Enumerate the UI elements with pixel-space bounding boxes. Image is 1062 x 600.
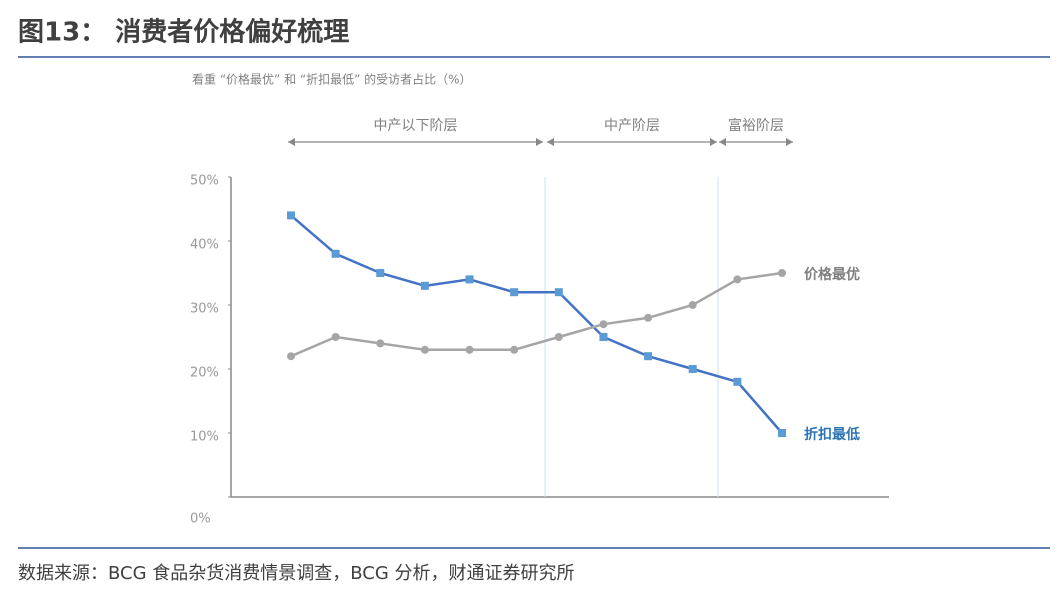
marker xyxy=(465,345,474,354)
marker xyxy=(778,429,786,437)
marker xyxy=(420,281,429,290)
arrow-head xyxy=(710,138,717,146)
marker xyxy=(554,288,563,297)
y-tick-label: 20% xyxy=(190,366,219,381)
marker xyxy=(465,275,474,284)
marker xyxy=(644,352,653,361)
marker xyxy=(778,269,786,277)
marker xyxy=(331,333,340,341)
marker xyxy=(688,301,697,309)
marker xyxy=(599,333,608,341)
marker xyxy=(733,377,742,386)
arrow-head xyxy=(786,138,793,146)
y-tick-label: 0% xyxy=(190,512,211,527)
arrow-head xyxy=(547,138,554,146)
arrow-head xyxy=(719,138,726,146)
marker xyxy=(287,352,295,361)
segment-label: 中产阶层 xyxy=(604,118,660,134)
marker xyxy=(599,320,608,329)
marker xyxy=(331,249,340,258)
arrow-head xyxy=(536,138,543,146)
arrow-head xyxy=(288,138,295,146)
series-line xyxy=(290,271,783,358)
marker xyxy=(376,339,385,348)
marker xyxy=(287,211,295,220)
marker xyxy=(644,313,653,322)
marker xyxy=(420,345,429,354)
segment-label: 中产以下阶层 xyxy=(374,118,458,134)
marker xyxy=(688,365,697,373)
y-tick-label: 40% xyxy=(190,238,219,253)
marker xyxy=(510,345,519,354)
series-line xyxy=(290,214,783,434)
chart-subtitle: 看重 “价格最优” 和 “折扣最低” 的受访者占比（%） xyxy=(192,72,472,87)
marker xyxy=(510,288,519,297)
y-tick-label: 30% xyxy=(190,302,219,317)
marker xyxy=(554,333,563,341)
y-tick-label: 10% xyxy=(190,430,219,445)
source-note: 数据来源：BCG 食品杂货消费情景调查，BCG 分析，财通证券研究所 xyxy=(18,563,575,584)
series-label: 折扣最低 xyxy=(804,426,860,443)
chart-title: 图13： 消费者价格偏好梳理 xyxy=(18,17,349,48)
series-label: 价格最优 xyxy=(804,266,860,283)
y-tick-label: 50% xyxy=(190,174,219,189)
segment-label: 富裕阶层 xyxy=(728,117,784,134)
marker xyxy=(376,269,385,277)
marker xyxy=(733,275,742,284)
